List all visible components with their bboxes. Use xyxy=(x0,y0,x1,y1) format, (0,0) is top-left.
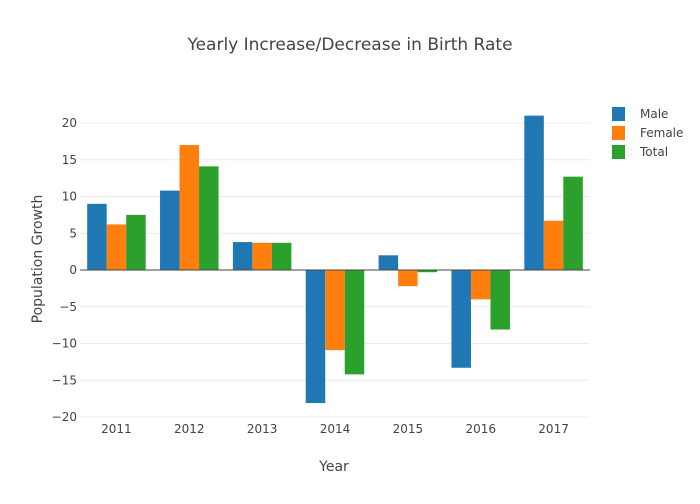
bar-male-2015[interactable] xyxy=(378,255,399,270)
bar-total-2017[interactable] xyxy=(563,176,583,270)
y-axis-ticks: −20 −15 −10 −5 0 5 10 15 20 xyxy=(52,116,77,424)
x-axis-ticks: 2011 2012 2013 2014 2015 2016 2017 xyxy=(101,422,569,436)
legend-item-female[interactable]: Female xyxy=(612,126,683,140)
bar-total-2015[interactable] xyxy=(417,270,438,273)
bar-female-2017[interactable] xyxy=(543,220,564,270)
bar-female-2013[interactable] xyxy=(252,242,272,270)
bar-female-2011[interactable] xyxy=(106,224,127,270)
x-tick-label: 2017 xyxy=(538,422,569,436)
y-tick-label: −20 xyxy=(52,410,77,424)
bar-male-2017[interactable] xyxy=(524,115,544,271)
x-tick-label: 2014 xyxy=(320,422,351,436)
legend-swatch xyxy=(612,126,625,140)
bar-male-2013[interactable] xyxy=(232,242,253,270)
y-tick-label: −10 xyxy=(52,337,77,351)
legend[interactable]: Male Female Total xyxy=(612,107,683,159)
chart-title: Yearly Increase/Decrease in Birth Rate xyxy=(186,35,512,55)
bar-total-2014[interactable] xyxy=(344,270,365,375)
bar-male-2012[interactable] xyxy=(160,190,180,270)
legend-swatch xyxy=(612,107,625,121)
y-tick-label: 15 xyxy=(62,153,77,167)
bar-layer xyxy=(87,115,583,404)
bar-male-2014[interactable] xyxy=(305,270,326,404)
x-tick-label: 2012 xyxy=(174,422,205,436)
y-tick-label: −15 xyxy=(52,373,77,387)
legend-label: Male xyxy=(640,107,668,121)
bar-female-2015[interactable] xyxy=(398,270,418,287)
legend-item-male[interactable]: Male xyxy=(612,107,668,121)
bar-total-2011[interactable] xyxy=(126,214,146,270)
bar-female-2014[interactable] xyxy=(325,270,345,351)
x-tick-label: 2013 xyxy=(247,422,278,436)
bar-total-2013[interactable] xyxy=(271,242,292,270)
bar-total-2016[interactable] xyxy=(490,270,510,330)
y-tick-label: −5 xyxy=(59,300,77,314)
x-tick-label: 2015 xyxy=(393,422,424,436)
y-tick-label: 20 xyxy=(62,116,77,130)
x-tick-label: 2011 xyxy=(101,422,132,436)
bar-female-2012[interactable] xyxy=(179,145,200,270)
bar-male-2016[interactable] xyxy=(451,270,471,368)
legend-swatch xyxy=(612,145,625,159)
y-tick-label: 5 xyxy=(69,226,77,240)
legend-item-total[interactable]: Total xyxy=(612,145,668,159)
y-axis-title: Population Growth xyxy=(30,195,46,324)
x-tick-label: 2016 xyxy=(465,422,496,436)
x-axis-title: Year xyxy=(318,459,349,475)
y-tick-label: 0 xyxy=(69,263,77,277)
bar-male-2011[interactable] xyxy=(87,203,107,270)
y-tick-label: 10 xyxy=(62,190,77,204)
legend-label: Female xyxy=(640,126,683,140)
bar-female-2016[interactable] xyxy=(470,270,491,300)
bar-total-2012[interactable] xyxy=(199,166,219,270)
legend-label: Total xyxy=(639,145,668,159)
